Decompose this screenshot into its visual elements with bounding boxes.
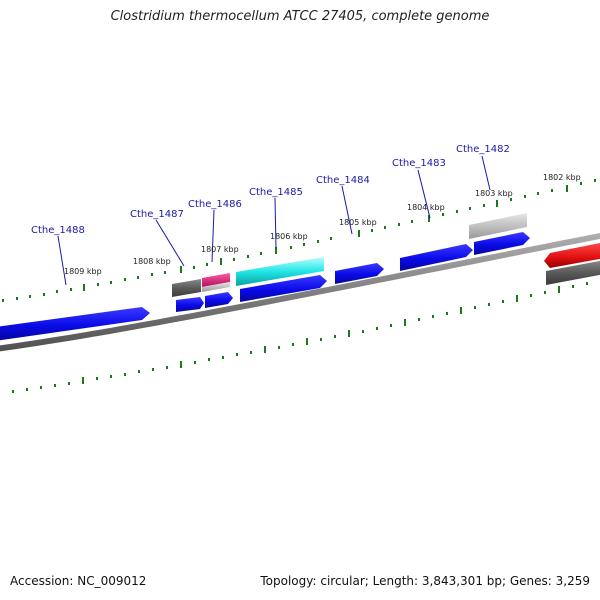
- scale-label: 1802 kbp: [543, 173, 581, 182]
- cds-arrow-cthe-1485: [240, 275, 327, 302]
- feature-pink: [202, 273, 230, 287]
- lower-scale-row: [12, 282, 588, 393]
- scale-label: 1808 kbp: [133, 257, 171, 266]
- scale-label: 1804 kbp: [407, 203, 445, 212]
- feature-dark-1: [172, 279, 201, 297]
- upper-major-ticks: [83, 185, 568, 291]
- scale-label: 1809 kbp: [64, 267, 102, 276]
- scale-label: 1805 kbp: [339, 218, 377, 227]
- cds-arrow-cthe-1487: [176, 297, 204, 312]
- feature-light-2: [469, 213, 527, 239]
- other-features: [172, 213, 600, 297]
- gene-label-cthe-1485[interactable]: Cthe_1485: [249, 187, 303, 198]
- scale-label: 1807 kbp: [201, 245, 239, 254]
- genome-backbone: [0, 232, 600, 352]
- gene-label-cthe-1487[interactable]: Cthe_1487: [130, 209, 184, 220]
- cds-arrow-cthe-1482: [474, 232, 530, 255]
- gene-labels: Cthe_1488 Cthe_1487 Cthe_1486 Cthe_1485 …: [31, 144, 510, 236]
- cds-features: [0, 232, 530, 341]
- gene-label-cthe-1482[interactable]: Cthe_1482: [456, 144, 510, 155]
- lower-major-ticks: [82, 286, 560, 384]
- cds-arrow-cthe-1484: [335, 263, 384, 284]
- feature-light-1: [202, 282, 230, 292]
- scale-label: 1806 kbp: [270, 232, 308, 241]
- cds-arrow-cthe-1486: [205, 292, 233, 308]
- upper-scale-row: [2, 179, 596, 302]
- gene-label-cthe-1488[interactable]: Cthe_1488: [31, 225, 85, 236]
- cds-arrow-cthe-1483: [400, 244, 473, 271]
- accession-text: Accession: NC_009012: [10, 574, 147, 588]
- genome-stats-text: Topology: circular; Length: 3,843,301 bp…: [260, 574, 590, 588]
- feature-dark-2: [546, 260, 600, 285]
- scale-labels: 1809 kbp 1808 kbp 1807 kbp 1806 kbp 1805…: [64, 173, 581, 276]
- feature-cyan: [236, 257, 324, 286]
- gene-label-leaders: [57, 155, 491, 286]
- map-title: Clostridium thermocellum ATCC 27405, com…: [110, 9, 490, 24]
- gene-label-cthe-1486[interactable]: Cthe_1486: [188, 199, 242, 210]
- feature-red: [544, 243, 600, 268]
- cds-arrow-cthe-1488: [0, 307, 150, 341]
- gene-label-cthe-1483[interactable]: Cthe_1483: [392, 158, 446, 169]
- gene-label-cthe-1484[interactable]: Cthe_1484: [316, 175, 370, 186]
- scale-label: 1803 kbp: [475, 189, 513, 198]
